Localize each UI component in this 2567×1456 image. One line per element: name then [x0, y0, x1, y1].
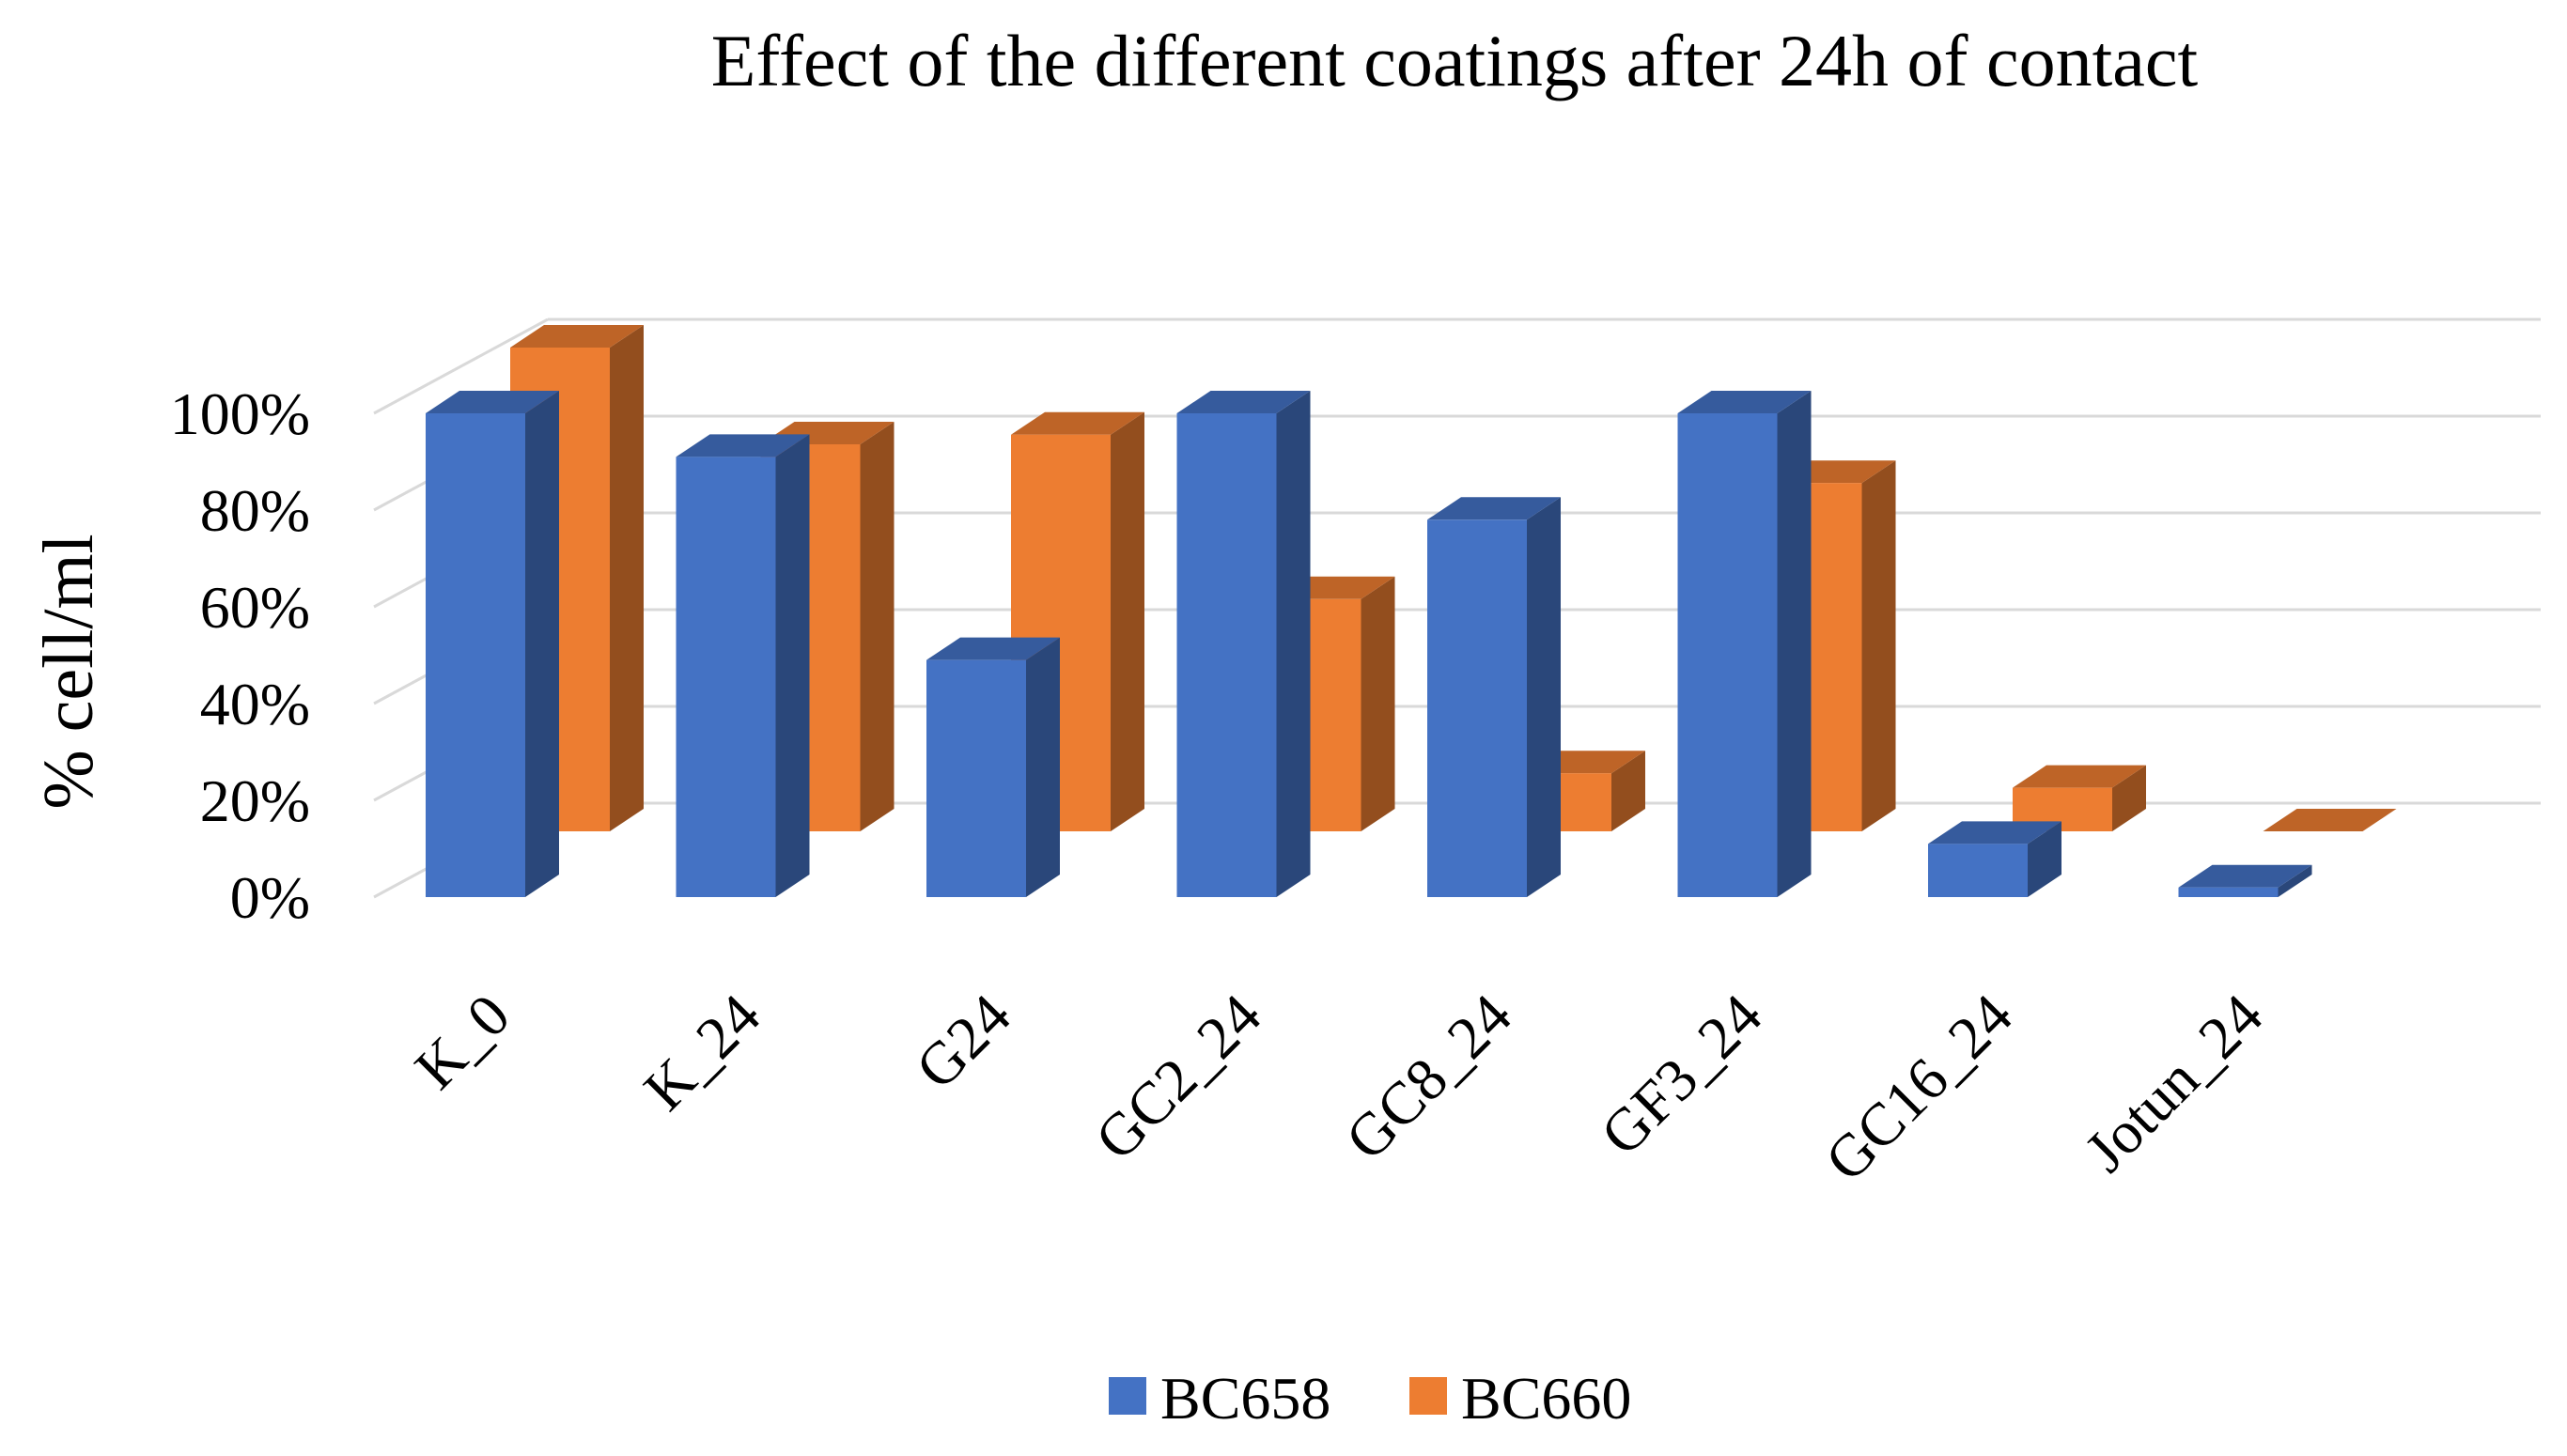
- bar-bc658-Jotun_24-side: [2278, 864, 2312, 897]
- bar-bc658-GF3_24-front: [1677, 413, 1778, 897]
- legend-label: BC658: [1160, 1365, 1330, 1432]
- x-tick-label: Jotun_24: [2072, 982, 2275, 1185]
- bar-bc658-GC2_24-top: [1176, 391, 1311, 413]
- bar-bc660-K_0-side: [610, 325, 644, 831]
- bar-bc660-K_0-top: [510, 325, 644, 348]
- bar-bc658-GF3_24-side: [1777, 391, 1812, 897]
- bar-bc660-GC8_24-side: [1611, 751, 1645, 831]
- bar-bc658-GC16_24-side: [2028, 821, 2061, 897]
- bar-bc660-G24-top: [1011, 411, 1144, 435]
- bar-bc660-GC16_24-side: [2112, 765, 2146, 831]
- bar-bc660-Jotun_24-top: [2263, 809, 2397, 831]
- bar-bc658-GC2_24-side: [1276, 391, 1311, 897]
- bar-bc658-GC8_24-side: [1527, 497, 1561, 897]
- x-tick-label: GC8_24: [1332, 982, 1524, 1173]
- y-tick-label: 20%: [200, 767, 310, 834]
- bar-bc658-Jotun_24-front: [2178, 887, 2279, 897]
- bar-bc660-K_24-side: [860, 422, 895, 831]
- bar-bc658-K_24-side: [775, 434, 810, 897]
- bar-bc658-GC2_24: [1176, 391, 1311, 897]
- bar-bc658-Jotun_24: [2178, 864, 2312, 897]
- legend-swatch: [1409, 1377, 1447, 1415]
- gridline-diagonal: [373, 318, 549, 415]
- bar-bc660-GC16_24-top: [2013, 765, 2146, 788]
- bars: [426, 325, 2397, 897]
- bar-bc658-GC2_24-front: [1176, 413, 1277, 897]
- x-tick-labels: K_0 K_24 G24 GC2_24 GC8_24 GF3_24 GC16_24 Jotun…: [402, 982, 2276, 1194]
- bar-bc658-K_0-side: [525, 391, 559, 897]
- bar-bc658-G24-side: [1026, 637, 1060, 897]
- y-tick-label: 0%: [230, 864, 310, 931]
- bar-bc660-GC2_24-side: [1361, 576, 1395, 831]
- legend-label: BC660: [1461, 1365, 1631, 1432]
- bar-bc660-GF3_24-side: [1861, 460, 1896, 831]
- bar-bc658-K_0-front: [426, 413, 525, 897]
- y-tick-label: 80%: [200, 477, 310, 544]
- bar-bc658-K_24: [676, 434, 810, 897]
- bar-bc658-G24-top: [926, 637, 1060, 660]
- bar-bc658-GC16_24: [1928, 821, 2061, 897]
- bar-bc658-Jotun_24-top: [2178, 864, 2312, 888]
- legend-swatch: [1109, 1377, 1146, 1415]
- x-tick-label: K_0: [402, 982, 522, 1102]
- y-axis-label: % cell/ml: [29, 534, 108, 809]
- legend: BC658 BC660: [1109, 1365, 1631, 1432]
- x-tick-label: GC16_24: [1812, 982, 2025, 1194]
- y-tick-label: 60%: [200, 574, 310, 641]
- bar-bc660-Jotun_24: [2263, 809, 2397, 831]
- y-tick-label: 40%: [200, 671, 310, 737]
- bar-bc658-GF3_24: [1677, 391, 1812, 897]
- bar-bc658-GC8_24: [1427, 497, 1561, 897]
- bar-bc658-K_0: [426, 391, 559, 897]
- bar-bc658-K_24-front: [676, 457, 776, 897]
- bar-bc658-K_24-top: [676, 434, 810, 457]
- bar-bc658-G24: [926, 637, 1060, 897]
- y-tick-label: 100%: [170, 380, 310, 447]
- bar-bc658-GF3_24-top: [1677, 391, 1812, 413]
- x-tick-label: K_24: [631, 982, 773, 1123]
- x-tick-label: GF3_24: [1588, 982, 1775, 1169]
- bar-bc658-G24-front: [926, 659, 1026, 897]
- x-tick-label: G24: [903, 982, 1023, 1102]
- y-tick-labels: 0% 20% 40% 60% 80% 100%: [170, 380, 310, 931]
- bar-bc658-GC8_24-front: [1427, 519, 1527, 897]
- bar-bc658-GC16_24-front: [1928, 844, 2028, 897]
- bar-bc660-G24-side: [1111, 411, 1144, 831]
- bar-bc658-GC8_24-top: [1427, 497, 1561, 520]
- bar-bc658-GC16_24-top: [1928, 821, 2061, 844]
- x-tick-label: GC2_24: [1082, 982, 1274, 1173]
- chart-title: Effect of the different coatings after 2…: [711, 20, 2199, 101]
- bar-bc658-K_0-top: [426, 391, 559, 413]
